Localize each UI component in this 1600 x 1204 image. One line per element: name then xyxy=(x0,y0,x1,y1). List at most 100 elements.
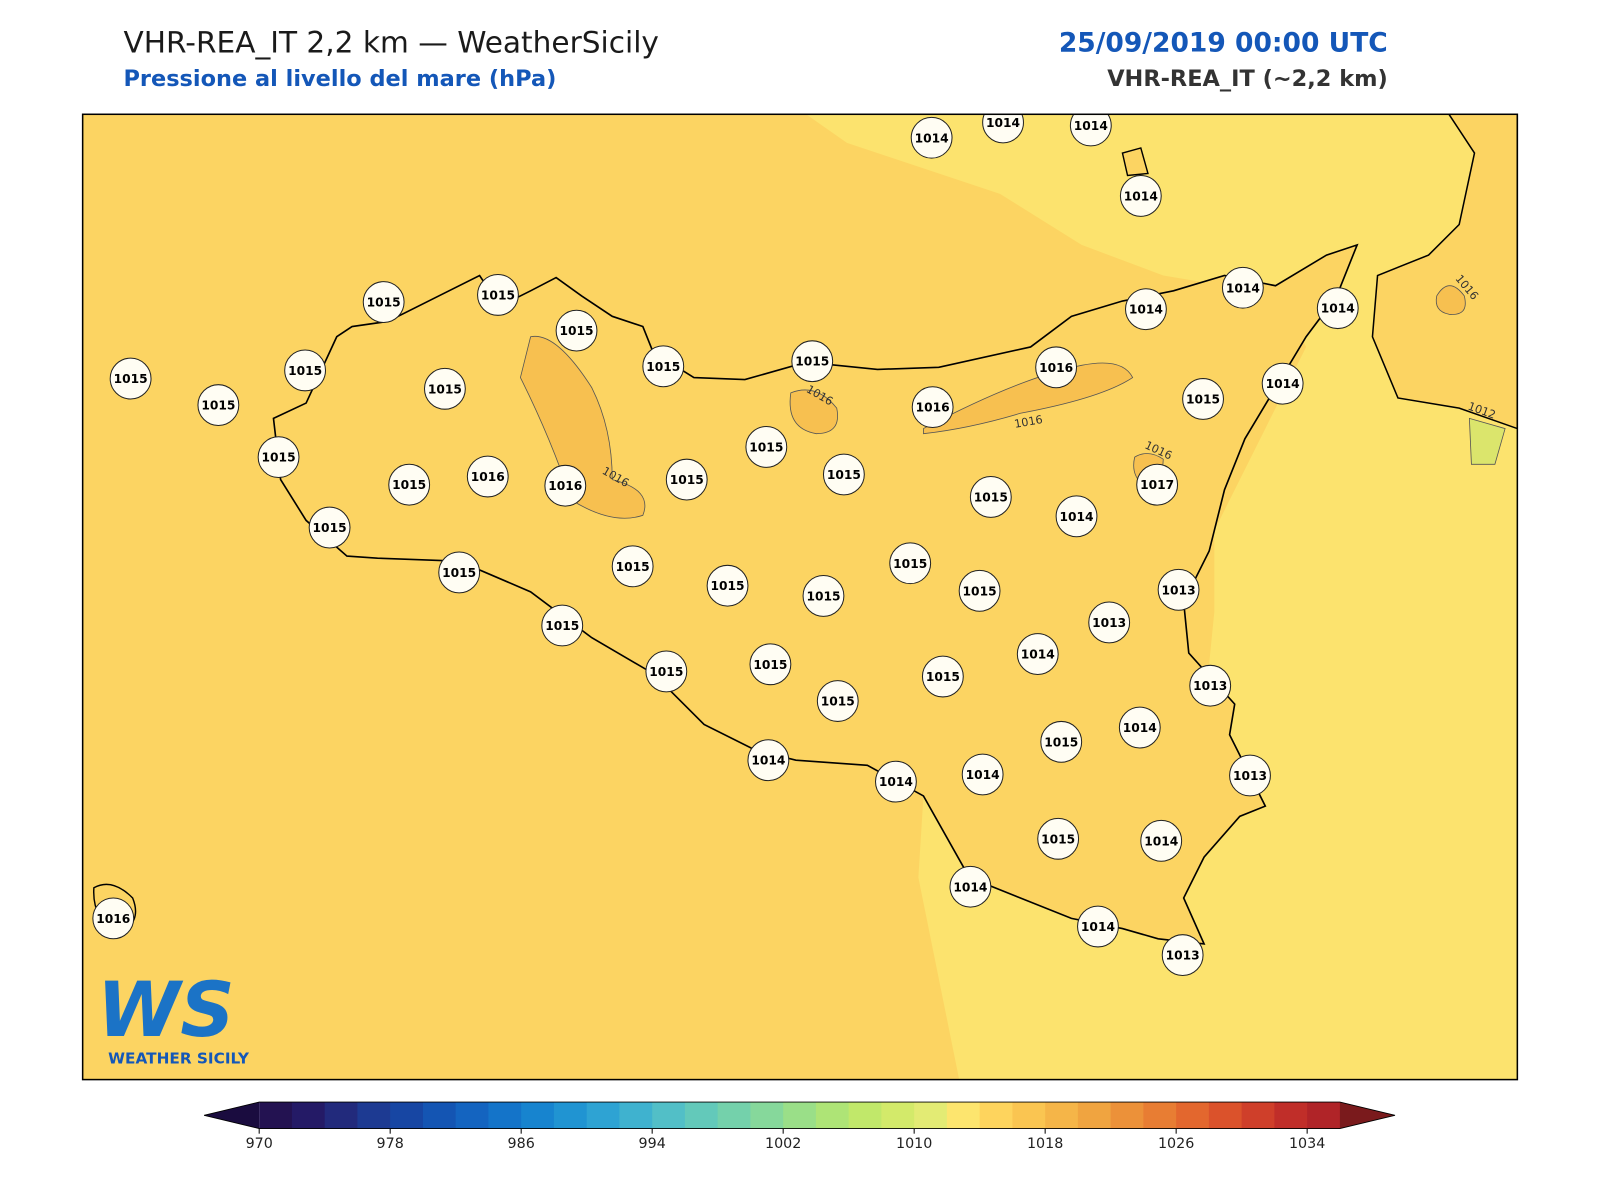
station-marker xyxy=(257,436,300,479)
colorbar-bin xyxy=(914,1102,948,1129)
low-area xyxy=(1468,417,1506,465)
station-marker xyxy=(1035,346,1078,389)
station-marker xyxy=(1125,288,1167,331)
island xyxy=(1121,147,1149,177)
station-value: 1015 xyxy=(827,468,861,482)
station-value: 1014 xyxy=(986,116,1020,130)
colorbar-bin xyxy=(422,1102,457,1129)
colorbar-outline xyxy=(203,1101,1396,1129)
title: VHR-REA_IT 2,2 km — WeatherSicily xyxy=(123,25,658,59)
station-value: 1014 xyxy=(1321,302,1355,316)
station-marker xyxy=(1077,905,1119,948)
station-marker xyxy=(1119,175,1162,217)
station-value: 1014 xyxy=(751,754,785,768)
station-value: 1015 xyxy=(201,399,235,413)
colorbar-tick-label: 1018 xyxy=(1027,1136,1063,1152)
station-value: 1014 xyxy=(1266,377,1300,391)
station-value: 1014 xyxy=(1144,834,1178,848)
station-marker xyxy=(92,897,135,940)
colorbar-bin xyxy=(1077,1102,1112,1129)
logo-mark: WS xyxy=(97,966,235,1054)
station-marker xyxy=(645,650,688,693)
colorbar-bin xyxy=(717,1102,751,1129)
colorbar-bin xyxy=(1143,1102,1177,1129)
colorbar-bin xyxy=(1307,1102,1341,1129)
colorbar-bin xyxy=(488,1102,522,1129)
model-label: VHR-REA_IT (~2,2 km) xyxy=(1107,66,1388,92)
station-value: 1015 xyxy=(616,560,650,574)
station-value: 1015 xyxy=(926,670,960,684)
station-value: 1015 xyxy=(821,695,855,709)
colorbar: 970 978 986 994 1002 1010 1018 1026 1034 xyxy=(203,1101,1396,1152)
colorbar-bin xyxy=(1274,1102,1308,1129)
colorbar-bin xyxy=(1208,1102,1243,1129)
station-value: 1014 xyxy=(1021,648,1055,662)
colorbar-bin xyxy=(783,1102,817,1129)
station-value: 1014 xyxy=(1226,281,1260,295)
station-value: 1015 xyxy=(428,382,462,396)
station-value: 1013 xyxy=(1092,616,1126,630)
station-value: 1016 xyxy=(548,479,582,493)
station-marker xyxy=(1136,463,1179,506)
colorbar-bin xyxy=(1241,1102,1275,1129)
station-value: 1013 xyxy=(1166,949,1200,963)
station-value: 1015 xyxy=(753,658,787,672)
station-marker xyxy=(706,564,749,607)
station-value: 1015 xyxy=(795,355,829,369)
station-marker xyxy=(1040,720,1083,763)
station-value: 1015 xyxy=(963,584,997,598)
station-marker xyxy=(875,760,917,803)
station-marker xyxy=(197,384,240,427)
station-value: 1015 xyxy=(711,579,745,593)
station-value: 1015 xyxy=(670,473,704,487)
colorbar-tick-label: 1034 xyxy=(1289,1136,1325,1152)
colorbar-bin xyxy=(848,1102,882,1129)
station-marker xyxy=(555,309,598,352)
high-area xyxy=(1435,285,1466,315)
colorbar-bin xyxy=(815,1102,850,1129)
station-marker xyxy=(611,545,654,588)
station-value: 1014 xyxy=(1123,721,1157,735)
station-marker xyxy=(544,464,587,507)
colorbar-bin xyxy=(357,1102,391,1129)
station-marker xyxy=(1157,568,1200,611)
station-value: 1014 xyxy=(953,880,987,894)
station-value: 1014 xyxy=(915,131,949,145)
station-marker xyxy=(642,345,685,388)
station-marker xyxy=(1161,934,1204,977)
high-area xyxy=(923,362,1134,435)
station-value: 1015 xyxy=(749,440,783,454)
station-value: 1015 xyxy=(288,364,322,378)
colorbar-extend-low xyxy=(204,1102,260,1129)
station-value: 1014 xyxy=(879,775,913,789)
colorbar-tick-label: 978 xyxy=(377,1136,404,1152)
station-value: 1016 xyxy=(1039,361,1073,375)
station-marker xyxy=(665,458,708,501)
station-value: 1014 xyxy=(1081,920,1115,934)
colorbar-bin xyxy=(750,1102,784,1129)
station-value: 1015 xyxy=(114,372,148,386)
colorbar-bin xyxy=(390,1102,424,1129)
station-value: 1017 xyxy=(1140,478,1174,492)
station-marker xyxy=(1261,362,1304,405)
station-marker xyxy=(747,739,790,782)
stations: 1014 1014 1014 1014 1015 1015 1015 1015 1015 1015… xyxy=(92,114,1359,977)
station-value: 1015 xyxy=(649,665,683,679)
station-marker xyxy=(921,655,964,698)
colorbar-bin xyxy=(1012,1102,1046,1129)
station-marker xyxy=(1118,706,1161,749)
station-marker xyxy=(961,753,1004,796)
station-value: 1015 xyxy=(481,288,515,302)
station-value: 1015 xyxy=(367,296,401,310)
station-value: 1013 xyxy=(1162,583,1196,597)
colorbar-tick-label: 994 xyxy=(639,1136,666,1152)
station-marker xyxy=(1088,601,1131,644)
station-marker xyxy=(1316,287,1359,330)
station-marker xyxy=(982,114,1024,144)
colorbar-bin xyxy=(455,1102,489,1129)
station-value: 1014 xyxy=(1129,303,1163,317)
station-value: 1014 xyxy=(1059,510,1093,524)
colorbar-bin xyxy=(881,1102,915,1129)
station-marker xyxy=(109,357,152,400)
high-area xyxy=(789,389,838,435)
